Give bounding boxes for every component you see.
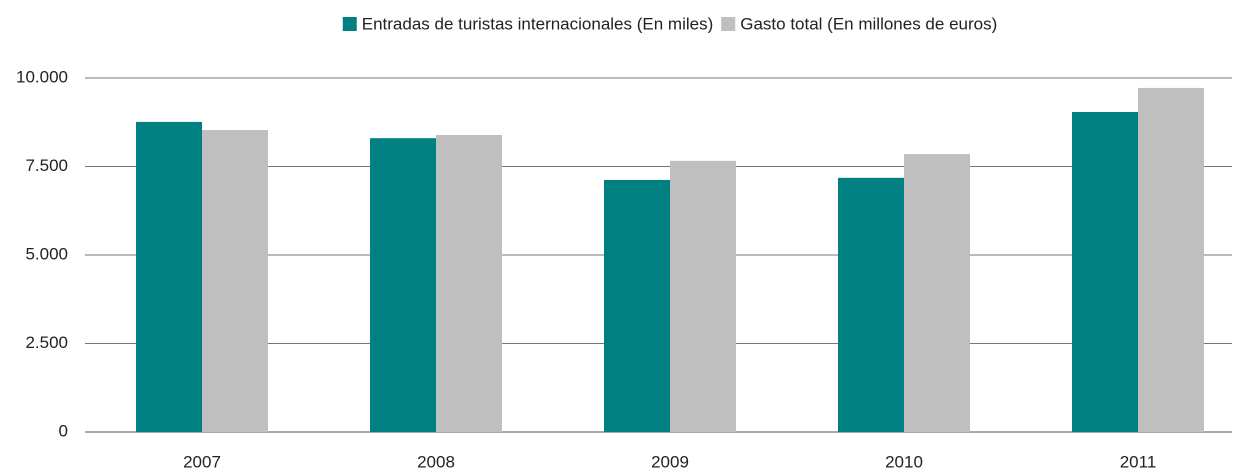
bar	[1138, 87, 1204, 433]
x-tick-label: 2011	[1120, 452, 1157, 471]
bar	[838, 177, 904, 432]
y-tick-label: 0	[59, 421, 68, 440]
legend-swatch	[342, 17, 357, 31]
bar	[202, 130, 268, 432]
y-tick-label: 10.000	[16, 67, 68, 86]
legend: Entradas de turistas internacionales (En…	[342, 14, 997, 33]
x-tick-label: 2010	[885, 452, 923, 471]
bar	[670, 160, 736, 432]
bar	[436, 134, 502, 432]
bar	[136, 121, 202, 433]
y-tick-label: 2.500	[25, 333, 68, 352]
legend-label: Entradas de turistas internacionales (En…	[362, 14, 714, 33]
x-tick-label: 2007	[183, 452, 221, 471]
legend-swatch	[721, 17, 736, 31]
x-tick-label: 2008	[417, 452, 455, 471]
bar	[604, 179, 670, 432]
y-tick-label: 7.500	[25, 156, 68, 175]
legend-label: Gasto total (En millones de euros)	[740, 14, 997, 33]
bar	[904, 154, 970, 433]
bar	[1072, 111, 1138, 432]
bar	[370, 138, 436, 432]
x-tick-label: 2009	[651, 452, 689, 471]
y-tick-label: 5.000	[25, 244, 68, 263]
